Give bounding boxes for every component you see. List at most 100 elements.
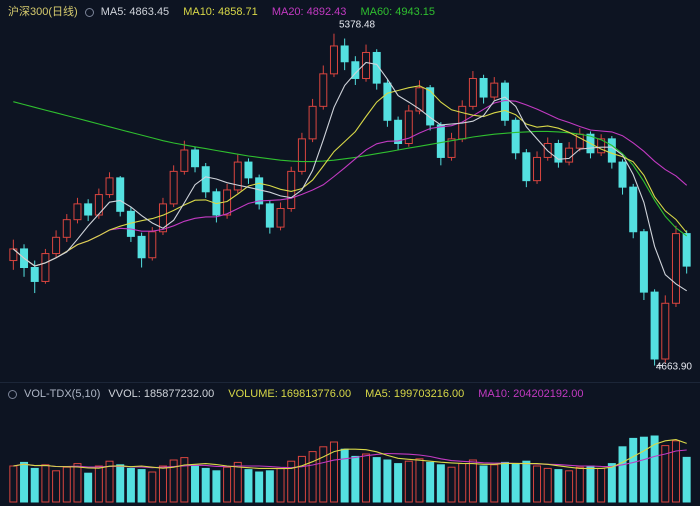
volume-bar bbox=[137, 469, 146, 503]
volume-bar bbox=[650, 435, 659, 503]
candle bbox=[287, 166, 296, 212]
volume-bar bbox=[479, 465, 488, 503]
volume-bar bbox=[329, 441, 338, 503]
candle bbox=[308, 98, 317, 143]
volume-bar bbox=[297, 455, 306, 503]
volume-bar bbox=[126, 467, 135, 503]
volume-bar bbox=[105, 460, 114, 503]
volume-indicator-name: VOL-TDX(5,10) bbox=[24, 388, 101, 400]
candle bbox=[629, 183, 638, 239]
ma-line bbox=[13, 449, 687, 469]
volume-bar bbox=[468, 459, 477, 503]
candle bbox=[41, 248, 50, 284]
volume-bar bbox=[276, 467, 285, 503]
candle bbox=[276, 202, 285, 231]
candle bbox=[244, 158, 253, 184]
candle bbox=[522, 149, 531, 188]
candle bbox=[84, 199, 93, 222]
volume-bar bbox=[84, 472, 93, 503]
candle bbox=[73, 197, 82, 224]
volume-bar bbox=[319, 446, 328, 503]
volume-bar bbox=[169, 459, 178, 503]
volume-bar bbox=[511, 463, 520, 503]
ma-line bbox=[12, 99, 688, 267]
volume-bar bbox=[94, 465, 103, 503]
volume-bar bbox=[533, 465, 542, 503]
ma-line bbox=[12, 85, 688, 267]
ma-line bbox=[12, 61, 687, 292]
volume-bar bbox=[73, 463, 82, 503]
volume-bar bbox=[191, 465, 200, 503]
candle bbox=[597, 134, 606, 157]
volume-bar bbox=[522, 460, 531, 503]
candle bbox=[383, 79, 392, 127]
candle bbox=[671, 225, 680, 307]
volume-bar bbox=[629, 437, 638, 503]
candle bbox=[650, 289, 659, 366]
ma-line bbox=[13, 101, 688, 237]
ma5-label: MA5: 4863.45 bbox=[100, 6, 170, 18]
candle bbox=[201, 163, 210, 198]
candle bbox=[329, 33, 338, 78]
volume-bar bbox=[20, 461, 29, 503]
candle bbox=[607, 136, 616, 169]
candle bbox=[116, 176, 125, 217]
candle bbox=[426, 84, 435, 131]
candle bbox=[500, 80, 509, 126]
candle bbox=[148, 227, 157, 261]
volume-bar bbox=[362, 453, 371, 503]
ma60-label: MA60: 4943.15 bbox=[360, 6, 436, 18]
candle bbox=[468, 71, 477, 110]
volume-bar bbox=[212, 470, 221, 503]
ma-legend: MA5: 4863.45 MA10: 4858.71 MA20: 4892.43 MA… bbox=[101, 5, 449, 19]
candle bbox=[436, 122, 445, 166]
volume-indicator-dot-icon bbox=[8, 389, 17, 399]
ma10-label: MA10: 4858.71 bbox=[183, 6, 258, 18]
volume-bar bbox=[607, 463, 616, 503]
candle bbox=[255, 174, 264, 210]
candle bbox=[297, 132, 306, 175]
ma20-label: MA20: 4892.43 bbox=[271, 6, 347, 18]
candle bbox=[661, 295, 670, 363]
volume-bar bbox=[340, 448, 349, 503]
candle bbox=[233, 154, 242, 194]
vol-ma10-label: MA10: 204202192.00 bbox=[478, 388, 584, 400]
candle bbox=[52, 230, 61, 259]
volume-bar bbox=[116, 464, 125, 503]
candle bbox=[533, 151, 542, 184]
volume-bar bbox=[586, 465, 595, 503]
volume-bar bbox=[9, 465, 18, 503]
volume-bar bbox=[671, 440, 680, 503]
volume-bar bbox=[565, 470, 574, 503]
candle bbox=[340, 38, 349, 71]
ma-line bbox=[13, 439, 687, 470]
volume-bar bbox=[62, 466, 71, 503]
candle bbox=[639, 228, 648, 301]
low-price-label: 4663.90 bbox=[656, 362, 693, 373]
volume-bar bbox=[682, 456, 691, 503]
volume-bar bbox=[404, 460, 413, 503]
candle bbox=[554, 139, 563, 168]
volume-bar bbox=[618, 446, 627, 503]
volume-bar bbox=[436, 464, 445, 503]
volume-bar bbox=[383, 459, 392, 503]
volume-bar bbox=[201, 467, 210, 503]
volume-bar bbox=[148, 471, 157, 503]
volume-chart[interactable] bbox=[0, 400, 700, 506]
candle bbox=[191, 146, 200, 173]
volume-bar bbox=[426, 461, 435, 503]
volume-bar bbox=[180, 457, 189, 503]
vvol-label: VVOL: 185877232.00 bbox=[108, 388, 215, 400]
volume-bar bbox=[52, 470, 61, 503]
volume-bar bbox=[287, 460, 296, 503]
volume-bar bbox=[639, 436, 648, 503]
volume-bar bbox=[233, 461, 242, 503]
candlestick-chart[interactable]: 5378.48 4663.90 bbox=[0, 0, 700, 382]
volume-bar bbox=[597, 467, 606, 503]
volume-bar bbox=[415, 458, 424, 503]
pane-divider bbox=[0, 382, 700, 383]
candle bbox=[126, 207, 135, 242]
volume-bar bbox=[661, 445, 670, 503]
candle bbox=[394, 116, 403, 151]
